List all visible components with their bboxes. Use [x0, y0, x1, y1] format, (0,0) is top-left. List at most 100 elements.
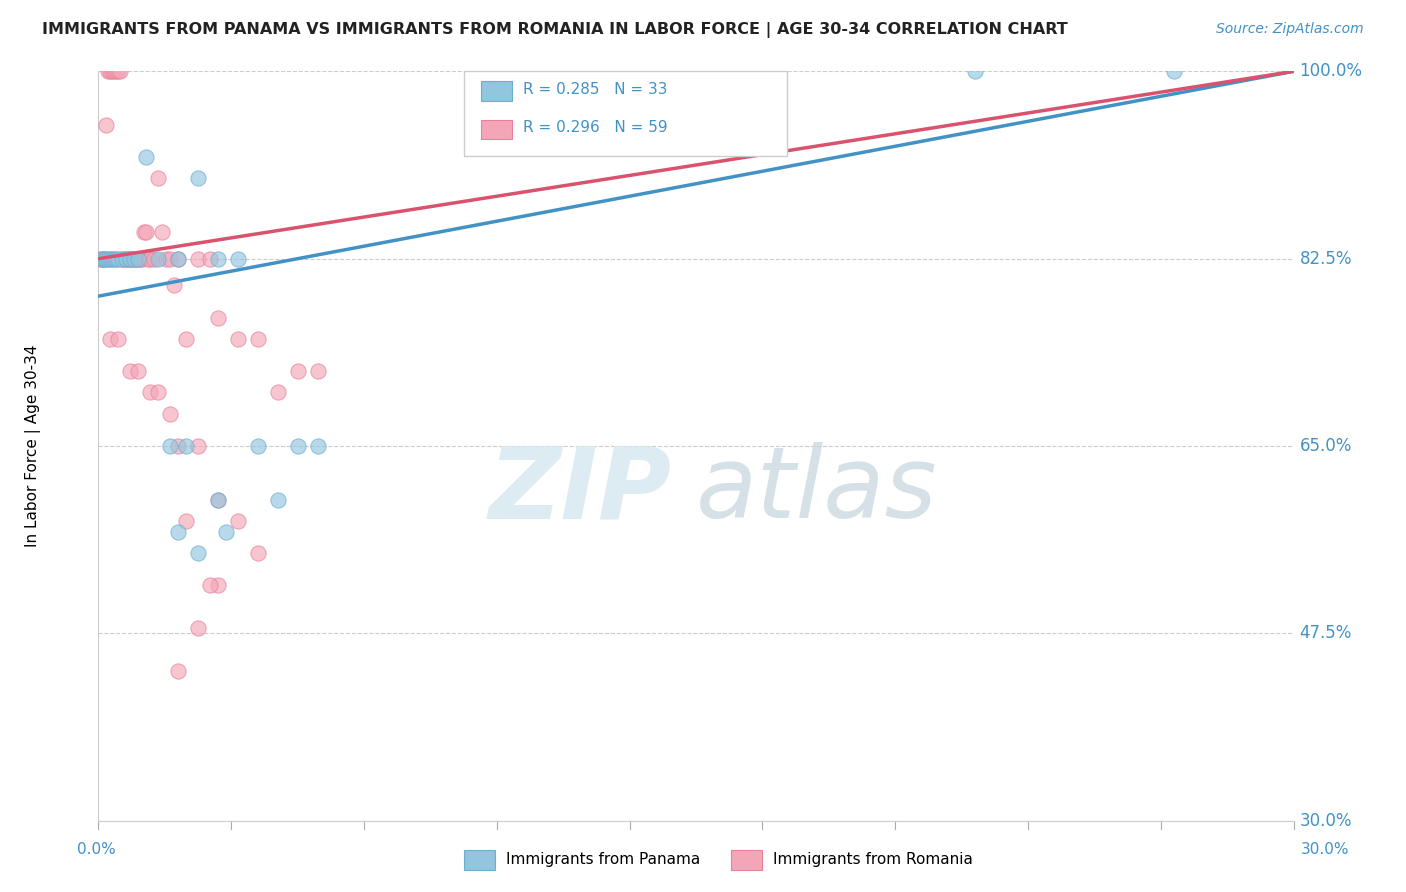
Point: [963, 64, 986, 78]
Point: [159, 252, 181, 266]
Point: [148, 171, 170, 186]
Point: [105, 252, 128, 266]
Point: [139, 252, 162, 266]
Text: In Labor Force | Age 30-34: In Labor Force | Age 30-34: [25, 344, 41, 548]
Point: [91, 252, 114, 266]
Point: [207, 492, 229, 507]
Point: [139, 385, 162, 400]
Point: [187, 621, 209, 635]
Point: [105, 64, 128, 78]
Point: [136, 252, 159, 266]
Point: [124, 252, 146, 266]
Point: [287, 439, 309, 453]
Point: [267, 385, 290, 400]
Point: [167, 664, 190, 678]
Point: [111, 252, 134, 266]
Point: [98, 252, 122, 266]
Point: [101, 252, 124, 266]
Text: 30.0%: 30.0%: [1302, 842, 1350, 856]
Point: [226, 332, 249, 346]
Point: [143, 252, 166, 266]
Point: [117, 252, 139, 266]
Point: [287, 364, 309, 378]
Point: [246, 332, 269, 346]
Point: [96, 118, 118, 132]
Point: [127, 252, 149, 266]
Point: [107, 64, 129, 78]
Point: [215, 524, 238, 539]
Point: [198, 252, 221, 266]
Point: [103, 64, 125, 78]
Point: [91, 252, 114, 266]
Point: [267, 492, 290, 507]
Text: 65.0%: 65.0%: [1299, 437, 1353, 455]
Point: [115, 252, 138, 266]
Point: [207, 252, 229, 266]
Point: [167, 252, 190, 266]
Point: [155, 252, 177, 266]
Point: [226, 252, 249, 266]
Point: [163, 278, 186, 293]
Text: Source: ZipAtlas.com: Source: ZipAtlas.com: [1216, 22, 1364, 37]
Point: [129, 252, 152, 266]
Point: [187, 439, 209, 453]
Point: [127, 252, 149, 266]
Point: [226, 514, 249, 528]
Point: [101, 64, 124, 78]
Point: [159, 407, 181, 421]
Text: Immigrants from Panama: Immigrants from Panama: [506, 853, 700, 867]
Point: [159, 439, 181, 453]
Point: [93, 252, 115, 266]
Point: [120, 252, 142, 266]
Point: [307, 439, 329, 453]
Point: [112, 252, 135, 266]
Point: [121, 252, 143, 266]
Point: [174, 439, 197, 453]
Point: [89, 252, 111, 266]
Text: ZIP: ZIP: [489, 442, 672, 540]
Point: [198, 578, 221, 592]
Point: [174, 514, 197, 528]
Point: [246, 546, 269, 560]
Point: [148, 252, 170, 266]
Point: [207, 310, 229, 325]
Point: [135, 150, 157, 164]
Point: [135, 225, 157, 239]
Text: R = 0.296   N = 59: R = 0.296 N = 59: [523, 120, 668, 135]
Text: 47.5%: 47.5%: [1299, 624, 1353, 642]
Point: [98, 332, 122, 346]
Text: R = 0.285   N = 33: R = 0.285 N = 33: [523, 82, 668, 96]
Text: IMMIGRANTS FROM PANAMA VS IMMIGRANTS FROM ROMANIA IN LABOR FORCE | AGE 30-34 COR: IMMIGRANTS FROM PANAMA VS IMMIGRANTS FRO…: [42, 22, 1069, 38]
Point: [115, 252, 138, 266]
Point: [765, 64, 787, 78]
Point: [167, 524, 190, 539]
Point: [124, 252, 146, 266]
Point: [187, 171, 209, 186]
Point: [246, 439, 269, 453]
Text: Immigrants from Romania: Immigrants from Romania: [773, 853, 973, 867]
Point: [107, 332, 129, 346]
Point: [207, 492, 229, 507]
Text: 0.0%: 0.0%: [77, 842, 117, 856]
Point: [120, 252, 142, 266]
Point: [125, 252, 148, 266]
Point: [187, 546, 209, 560]
Text: 82.5%: 82.5%: [1299, 250, 1353, 268]
Point: [110, 64, 132, 78]
Point: [307, 364, 329, 378]
Point: [148, 385, 170, 400]
Point: [98, 64, 122, 78]
Point: [93, 252, 115, 266]
Point: [150, 225, 173, 239]
Point: [97, 64, 120, 78]
Point: [120, 364, 142, 378]
Point: [167, 439, 190, 453]
Point: [207, 578, 229, 592]
Point: [131, 252, 153, 266]
Point: [111, 252, 134, 266]
Text: 30.0%: 30.0%: [1299, 812, 1353, 830]
Point: [134, 225, 156, 239]
Point: [107, 252, 129, 266]
Text: 100.0%: 100.0%: [1299, 62, 1362, 80]
Point: [187, 252, 209, 266]
